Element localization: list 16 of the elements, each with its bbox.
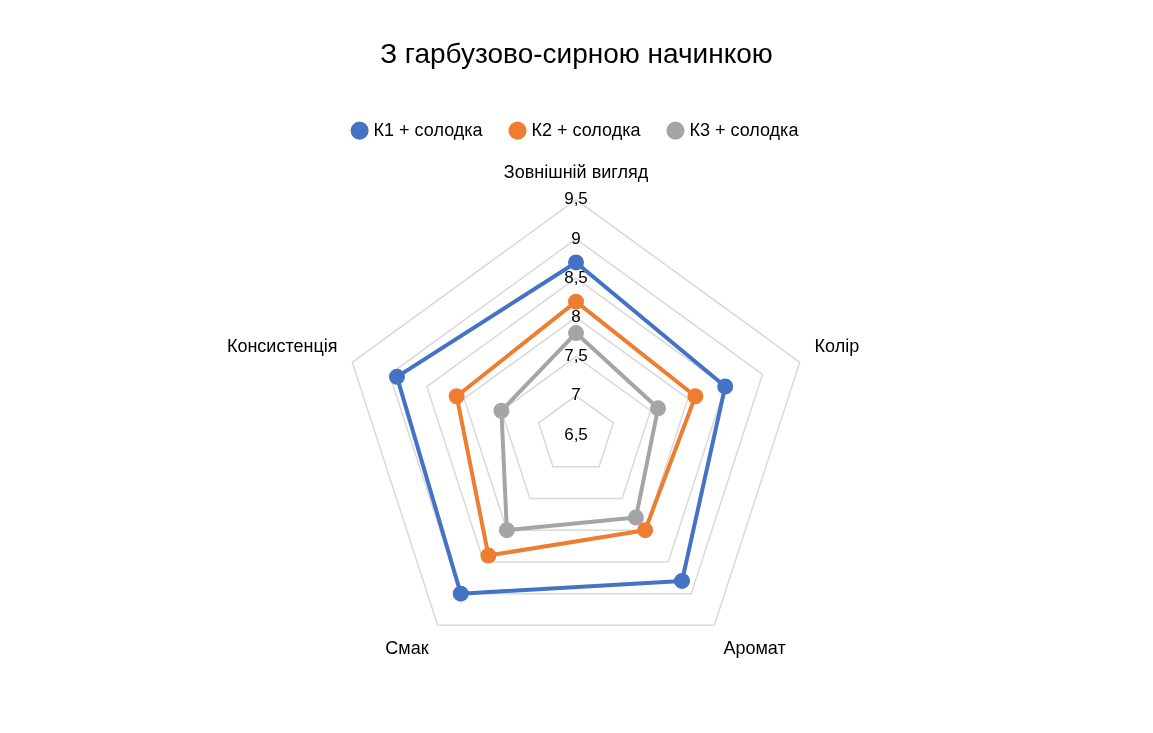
legend-label: К1 + солодка <box>373 119 484 140</box>
y-tick-label: 9,5 <box>564 189 588 209</box>
y-tick-label: 6,5 <box>564 424 588 444</box>
y-tick-label: 8 <box>571 307 581 327</box>
chart-title: З гарбузово-сирною начинкою <box>380 37 773 69</box>
spoke-label: Аромат <box>723 637 786 658</box>
y-tick-label: 7 <box>571 385 581 405</box>
y-tick-label: 7,5 <box>564 346 588 366</box>
spoke-label: Зовнішній вигляд <box>503 162 649 183</box>
spoke-label: Консистенція <box>226 335 338 356</box>
legend-label: К3 + солодка <box>689 119 800 140</box>
y-tick-label: 8,5 <box>564 267 588 287</box>
y-tick-label: 9 <box>571 228 581 248</box>
spoke-label: Смак <box>385 637 429 658</box>
legend-label: К2 + солодка <box>531 119 642 140</box>
spoke-label: Колір <box>814 335 860 356</box>
